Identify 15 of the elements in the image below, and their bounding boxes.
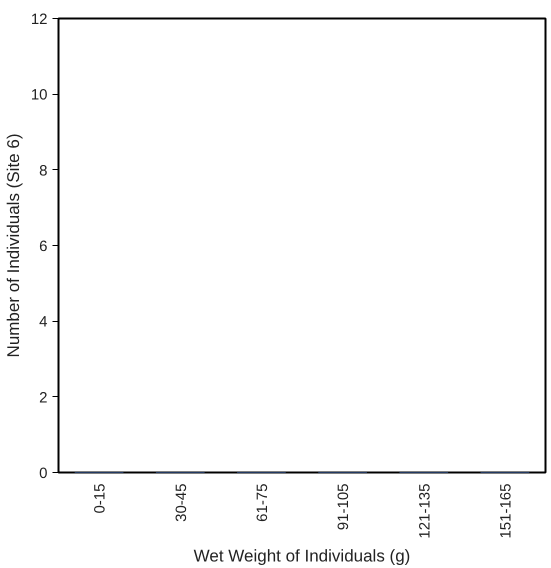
y-tick-label: 10 <box>30 86 48 104</box>
x-tick-label: 0-15 <box>92 483 109 514</box>
x-tick-label: 91-105 <box>335 483 352 530</box>
y-tick-label: 4 <box>39 314 48 331</box>
x-tick-label: 121-135 <box>416 483 434 539</box>
x-tick-label: 151-165 <box>497 483 514 539</box>
y-tick-label: 8 <box>39 162 48 180</box>
x-tick-label: 30-45 <box>172 483 190 522</box>
x-tick-label: 61-75 <box>254 483 271 522</box>
y-tick-label: 6 <box>39 238 48 255</box>
y-axis-title: Number of Individuals (Site 6) <box>4 134 23 358</box>
y-tick-label: 2 <box>39 389 48 406</box>
y-tick-label: 12 <box>30 11 48 28</box>
x-axis-title: Wet Weight of Individuals (g) <box>194 546 410 566</box>
y-tick-label: 0 <box>39 465 48 482</box>
